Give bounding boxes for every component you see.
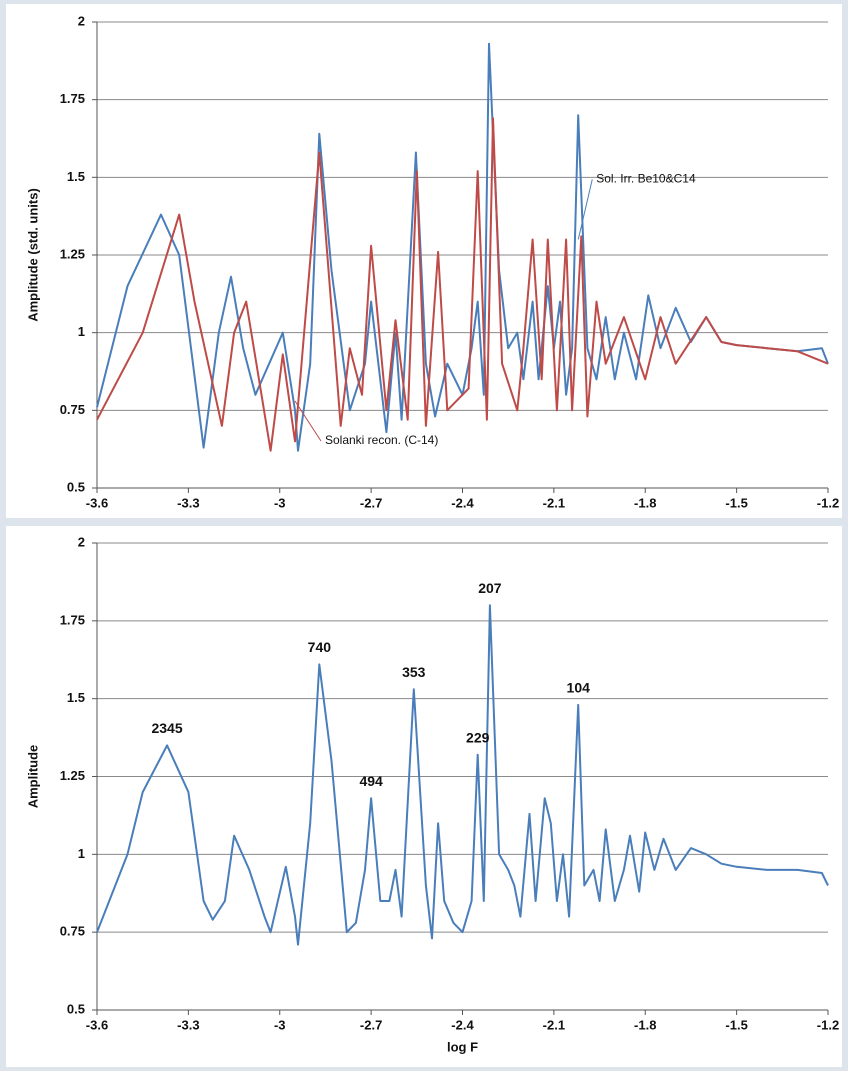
x-tick-label: -3.3 xyxy=(177,1017,199,1032)
y-tick-label: 0.75 xyxy=(60,924,85,939)
y-tick-label: 1.25 xyxy=(60,768,85,783)
y-tick-label: 1.75 xyxy=(60,612,85,627)
y-tick-label: 1.75 xyxy=(60,91,85,106)
y-tick-label: 1.25 xyxy=(60,246,85,261)
x-tick-label: -2.4 xyxy=(451,495,474,510)
x-tick-label: -2.4 xyxy=(451,1017,474,1032)
x-tick-label: -3.6 xyxy=(86,495,108,510)
x-tick-label: -1.8 xyxy=(634,1017,656,1032)
x-tick-label: -1.2 xyxy=(817,495,839,510)
y-tick-label: 0.5 xyxy=(67,479,85,494)
x-tick-label: -2.1 xyxy=(543,495,565,510)
y-axis-label: Amplitude xyxy=(25,745,40,809)
y-tick-label: 2 xyxy=(78,13,85,28)
x-tick-label: -2.7 xyxy=(360,1017,382,1032)
panel-top xyxy=(6,4,842,518)
x-tick-label: -1.8 xyxy=(634,495,656,510)
x-tick-label: -1.5 xyxy=(725,1017,747,1032)
y-tick-label: 0.5 xyxy=(67,1001,85,1016)
series-label: Sol. Irr. Be10&C14 xyxy=(596,172,696,186)
y-axis-label: Amplitude (std. units) xyxy=(25,188,40,322)
peak-label: 2345 xyxy=(151,720,182,736)
y-tick-label: 1.5 xyxy=(67,169,85,184)
line-series xyxy=(96,117,829,452)
peak-label: 207 xyxy=(478,580,502,596)
line-series xyxy=(96,604,829,946)
x-tick-label: -2.7 xyxy=(360,495,382,510)
series-label: Solanki recon. (C-14) xyxy=(325,433,438,447)
x-tick-label: -3 xyxy=(274,495,286,510)
x-tick-label: -3.3 xyxy=(177,495,199,510)
peak-label: 353 xyxy=(402,664,426,680)
y-tick-label: 0.75 xyxy=(60,402,85,417)
leader-line xyxy=(577,179,593,240)
y-tick-label: 1.5 xyxy=(67,690,85,705)
x-tick-label: -1.2 xyxy=(817,1017,839,1032)
line-series xyxy=(96,42,829,452)
x-tick-label: -3 xyxy=(274,1017,286,1032)
peak-label: 494 xyxy=(359,773,383,789)
leader-line xyxy=(294,400,322,442)
x-tick-label: -3.6 xyxy=(86,1017,108,1032)
peak-label: 740 xyxy=(308,639,332,655)
y-tick-label: 1 xyxy=(78,846,85,861)
peak-label: 229 xyxy=(466,729,490,745)
y-tick-label: 2 xyxy=(78,534,85,549)
y-tick-label: 1 xyxy=(78,324,85,339)
x-axis-label: log F xyxy=(447,1039,478,1054)
panel-bottom xyxy=(6,526,842,1067)
x-tick-label: -1.5 xyxy=(725,495,747,510)
peak-label: 104 xyxy=(567,680,591,696)
x-tick-label: -2.1 xyxy=(543,1017,565,1032)
